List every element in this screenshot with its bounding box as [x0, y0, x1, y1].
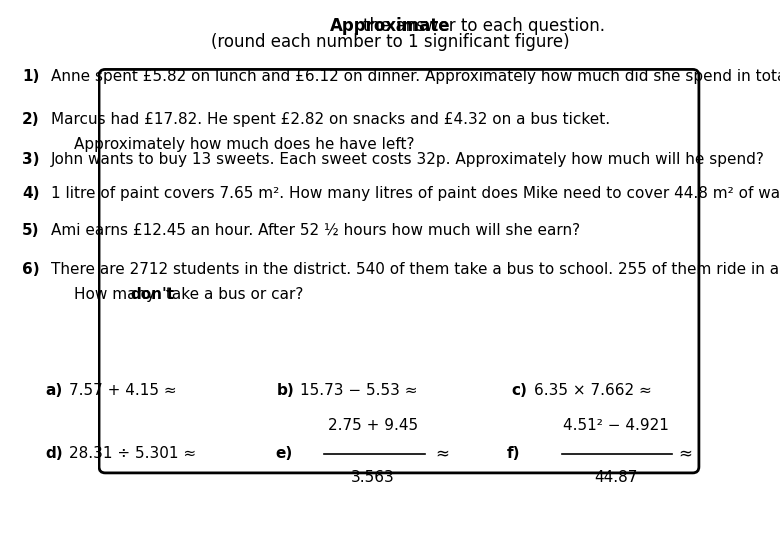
Text: 1): 1) — [22, 69, 39, 84]
Text: a): a) — [45, 383, 62, 399]
Text: (round each number to 1 significant figure): (round each number to 1 significant figu… — [211, 33, 569, 51]
Text: don't: don't — [130, 287, 175, 302]
Text: How many: How many — [74, 287, 160, 302]
Text: f): f) — [507, 446, 520, 461]
Text: 44.87: 44.87 — [594, 470, 638, 485]
Text: 2): 2) — [22, 112, 40, 127]
Text: John wants to buy 13 sweets. Each sweet costs 32p. Approximately how much will h: John wants to buy 13 sweets. Each sweet … — [51, 152, 764, 167]
Text: ≈: ≈ — [435, 444, 449, 463]
Text: There are 2712 students in the district. 540 of them take a bus to school. 255 o: There are 2712 students in the district.… — [51, 262, 780, 277]
Text: 6): 6) — [22, 262, 40, 277]
Text: 6.35 × 7.662 ≈: 6.35 × 7.662 ≈ — [534, 383, 652, 399]
Text: 1 litre of paint covers 7.65 m². How many litres of paint does Mike need to cove: 1 litre of paint covers 7.65 m². How man… — [51, 186, 780, 201]
Text: 4.51² − 4.921: 4.51² − 4.921 — [563, 418, 669, 433]
Text: Marcus had £17.82. He spent £2.82 on snacks and £4.32 on a bus ticket.: Marcus had £17.82. He spent £2.82 on sna… — [51, 112, 610, 127]
Text: 7.57 + 4.15 ≈: 7.57 + 4.15 ≈ — [69, 383, 176, 399]
Text: c): c) — [511, 383, 526, 399]
Text: Approximate: Approximate — [330, 17, 450, 35]
Text: Approximately how much does he have left?: Approximately how much does he have left… — [74, 137, 415, 152]
Text: e): e) — [275, 446, 292, 461]
Text: the answer to each question.: the answer to each question. — [175, 17, 605, 35]
Text: 2.75 + 9.45: 2.75 + 9.45 — [328, 418, 418, 433]
FancyBboxPatch shape — [99, 70, 699, 473]
Text: 5): 5) — [22, 223, 39, 238]
Text: 15.73 − 5.53 ≈: 15.73 − 5.53 ≈ — [300, 383, 418, 399]
Text: Ami earns £12.45 an hour. After 52 ½ hours how much will she earn?: Ami earns £12.45 an hour. After 52 ½ hou… — [51, 223, 580, 238]
Text: b): b) — [277, 383, 295, 399]
Text: 3.563: 3.563 — [351, 470, 395, 485]
Text: d): d) — [45, 446, 63, 461]
Text: ≈: ≈ — [679, 444, 693, 463]
Text: 4): 4) — [22, 186, 39, 201]
Text: 3): 3) — [22, 152, 39, 167]
Text: Anne spent £5.82 on lunch and £6.12 on dinner. Approximately how much did she sp: Anne spent £5.82 on lunch and £6.12 on d… — [51, 69, 780, 84]
Text: take a bus or car?: take a bus or car? — [161, 287, 304, 302]
Text: 28.31 ÷ 5.301 ≈: 28.31 ÷ 5.301 ≈ — [69, 446, 196, 461]
